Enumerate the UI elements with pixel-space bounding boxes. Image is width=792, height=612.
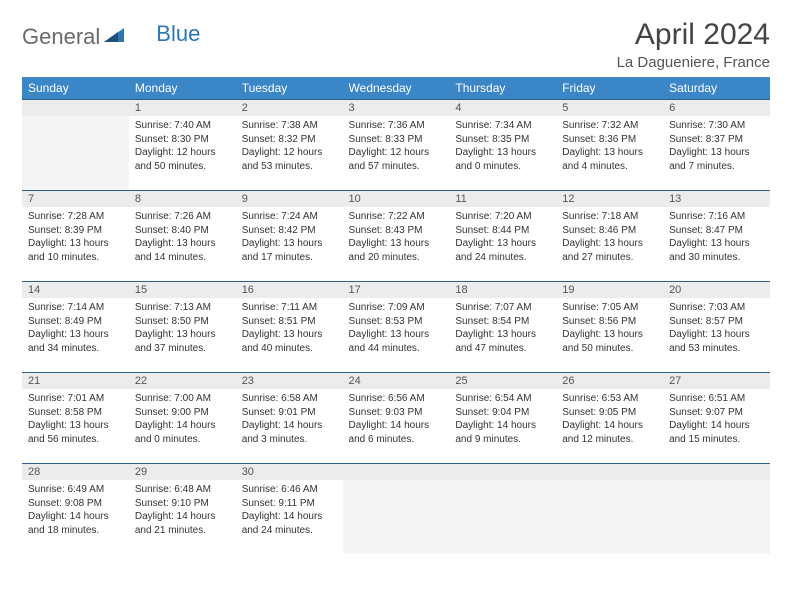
day-number: 21 <box>22 372 129 389</box>
day-cell: Sunrise: 7:26 AMSunset: 8:40 PMDaylight:… <box>129 207 236 270</box>
day-cell: Sunrise: 7:24 AMSunset: 8:42 PMDaylight:… <box>236 207 343 270</box>
day-number <box>22 99 129 116</box>
logo-part2: Blue <box>156 21 200 47</box>
day-cell: Sunrise: 6:49 AMSunset: 9:08 PMDaylight:… <box>22 480 129 543</box>
day-number: 13 <box>663 190 770 207</box>
day-number <box>343 463 450 480</box>
day-number <box>449 463 556 480</box>
day-cell: Sunrise: 7:34 AMSunset: 8:35 PMDaylight:… <box>449 116 556 179</box>
day-number: 25 <box>449 372 556 389</box>
day-number <box>663 463 770 480</box>
location-label: La Dagueniere, France <box>617 54 770 71</box>
day-cell: Sunrise: 7:14 AMSunset: 8:49 PMDaylight:… <box>22 298 129 361</box>
weekday-header: Tuesday <box>236 77 343 99</box>
day-cell: Sunrise: 6:53 AMSunset: 9:05 PMDaylight:… <box>556 389 663 452</box>
day-cell: Sunrise: 7:38 AMSunset: 8:32 PMDaylight:… <box>236 116 343 179</box>
day-number: 19 <box>556 281 663 298</box>
day-number: 8 <box>129 190 236 207</box>
day-cell: Sunrise: 7:01 AMSunset: 8:58 PMDaylight:… <box>22 389 129 452</box>
weekday-header: Friday <box>556 77 663 99</box>
weekday-header: Wednesday <box>343 77 450 99</box>
day-cell: Sunrise: 7:00 AMSunset: 9:00 PMDaylight:… <box>129 389 236 452</box>
day-number: 23 <box>236 372 343 389</box>
day-cell: Sunrise: 7:20 AMSunset: 8:44 PMDaylight:… <box>449 207 556 270</box>
day-cell: Sunrise: 6:48 AMSunset: 9:10 PMDaylight:… <box>129 480 236 543</box>
day-cell: Sunrise: 7:13 AMSunset: 8:50 PMDaylight:… <box>129 298 236 361</box>
day-number: 14 <box>22 281 129 298</box>
day-number: 29 <box>129 463 236 480</box>
day-cell: Sunrise: 7:09 AMSunset: 8:53 PMDaylight:… <box>343 298 450 361</box>
day-number <box>556 463 663 480</box>
day-cell: Sunrise: 7:16 AMSunset: 8:47 PMDaylight:… <box>663 207 770 270</box>
day-number: 17 <box>343 281 450 298</box>
day-number: 4 <box>449 99 556 116</box>
day-number: 12 <box>556 190 663 207</box>
day-number: 1 <box>129 99 236 116</box>
day-cell: Sunrise: 7:11 AMSunset: 8:51 PMDaylight:… <box>236 298 343 361</box>
day-number: 6 <box>663 99 770 116</box>
day-number: 5 <box>556 99 663 116</box>
day-cell <box>343 480 450 554</box>
weekday-header: Monday <box>129 77 236 99</box>
weekday-header: Sunday <box>22 77 129 99</box>
day-cell: Sunrise: 7:32 AMSunset: 8:36 PMDaylight:… <box>556 116 663 179</box>
day-cell <box>663 480 770 554</box>
day-number: 26 <box>556 372 663 389</box>
logo-triangle-icon <box>104 26 124 49</box>
day-number: 15 <box>129 281 236 298</box>
day-cell: Sunrise: 6:46 AMSunset: 9:11 PMDaylight:… <box>236 480 343 543</box>
month-title: April 2024 <box>617 18 770 52</box>
day-number: 18 <box>449 281 556 298</box>
calendar-table: SundayMondayTuesdayWednesdayThursdayFrid… <box>22 77 770 554</box>
day-cell: Sunrise: 6:58 AMSunset: 9:01 PMDaylight:… <box>236 389 343 452</box>
day-number: 10 <box>343 190 450 207</box>
day-cell: Sunrise: 7:28 AMSunset: 8:39 PMDaylight:… <box>22 207 129 270</box>
logo-part1: General <box>22 24 100 50</box>
day-cell: Sunrise: 7:05 AMSunset: 8:56 PMDaylight:… <box>556 298 663 361</box>
day-cell <box>22 116 129 190</box>
day-cell <box>449 480 556 554</box>
day-number: 22 <box>129 372 236 389</box>
day-number: 27 <box>663 372 770 389</box>
day-cell: Sunrise: 7:18 AMSunset: 8:46 PMDaylight:… <box>556 207 663 270</box>
weekday-header: Thursday <box>449 77 556 99</box>
day-number: 9 <box>236 190 343 207</box>
day-number: 28 <box>22 463 129 480</box>
day-cell: Sunrise: 7:03 AMSunset: 8:57 PMDaylight:… <box>663 298 770 361</box>
day-cell: Sunrise: 7:30 AMSunset: 8:37 PMDaylight:… <box>663 116 770 179</box>
day-cell: Sunrise: 7:40 AMSunset: 8:30 PMDaylight:… <box>129 116 236 179</box>
day-number: 24 <box>343 372 450 389</box>
day-cell: Sunrise: 6:54 AMSunset: 9:04 PMDaylight:… <box>449 389 556 452</box>
day-number: 11 <box>449 190 556 207</box>
day-cell: Sunrise: 6:56 AMSunset: 9:03 PMDaylight:… <box>343 389 450 452</box>
day-number: 30 <box>236 463 343 480</box>
day-number: 2 <box>236 99 343 116</box>
day-number: 3 <box>343 99 450 116</box>
day-cell: Sunrise: 7:22 AMSunset: 8:43 PMDaylight:… <box>343 207 450 270</box>
logo: General Blue <box>22 24 200 50</box>
day-cell: Sunrise: 7:07 AMSunset: 8:54 PMDaylight:… <box>449 298 556 361</box>
day-cell: Sunrise: 7:36 AMSunset: 8:33 PMDaylight:… <box>343 116 450 179</box>
day-cell <box>556 480 663 554</box>
weekday-header: Saturday <box>663 77 770 99</box>
day-number: 7 <box>22 190 129 207</box>
day-number: 16 <box>236 281 343 298</box>
day-cell: Sunrise: 6:51 AMSunset: 9:07 PMDaylight:… <box>663 389 770 452</box>
day-number: 20 <box>663 281 770 298</box>
